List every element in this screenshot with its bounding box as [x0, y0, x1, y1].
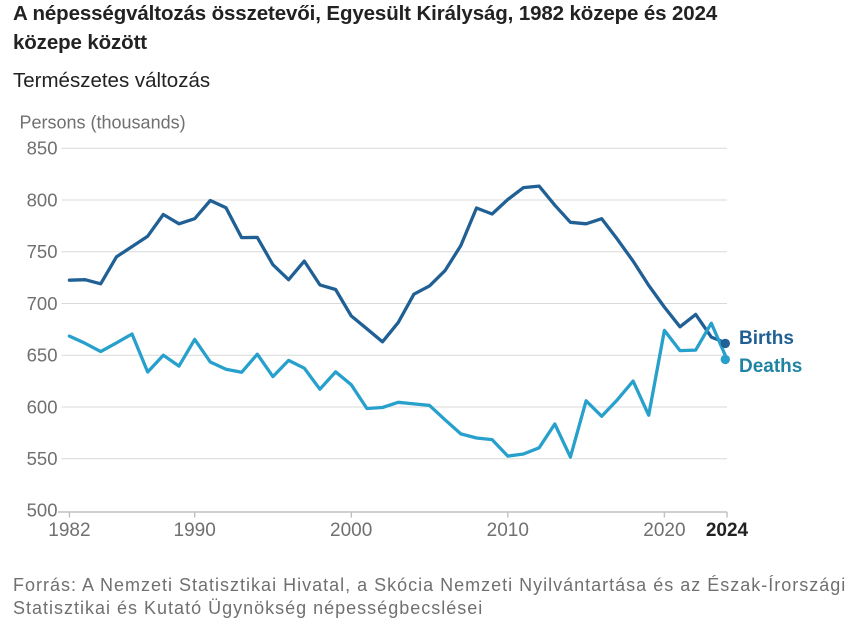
svg-text:650: 650 [27, 345, 58, 366]
svg-text:600: 600 [27, 396, 58, 417]
svg-text:Births: Births [739, 328, 794, 349]
svg-text:2020: 2020 [643, 520, 685, 541]
svg-text:850: 850 [27, 138, 58, 159]
svg-text:Deaths: Deaths [739, 356, 802, 377]
svg-text:2010: 2010 [487, 520, 529, 541]
svg-text:500: 500 [27, 500, 58, 521]
svg-text:Persons (thousands): Persons (thousands) [20, 113, 186, 133]
svg-text:1982: 1982 [48, 520, 90, 541]
svg-text:700: 700 [27, 293, 58, 314]
svg-text:1990: 1990 [174, 520, 216, 541]
svg-text:800: 800 [27, 189, 58, 210]
svg-text:750: 750 [27, 241, 58, 262]
svg-text:2024: 2024 [706, 520, 749, 541]
svg-text:2000: 2000 [330, 520, 372, 541]
svg-text:550: 550 [27, 448, 58, 469]
